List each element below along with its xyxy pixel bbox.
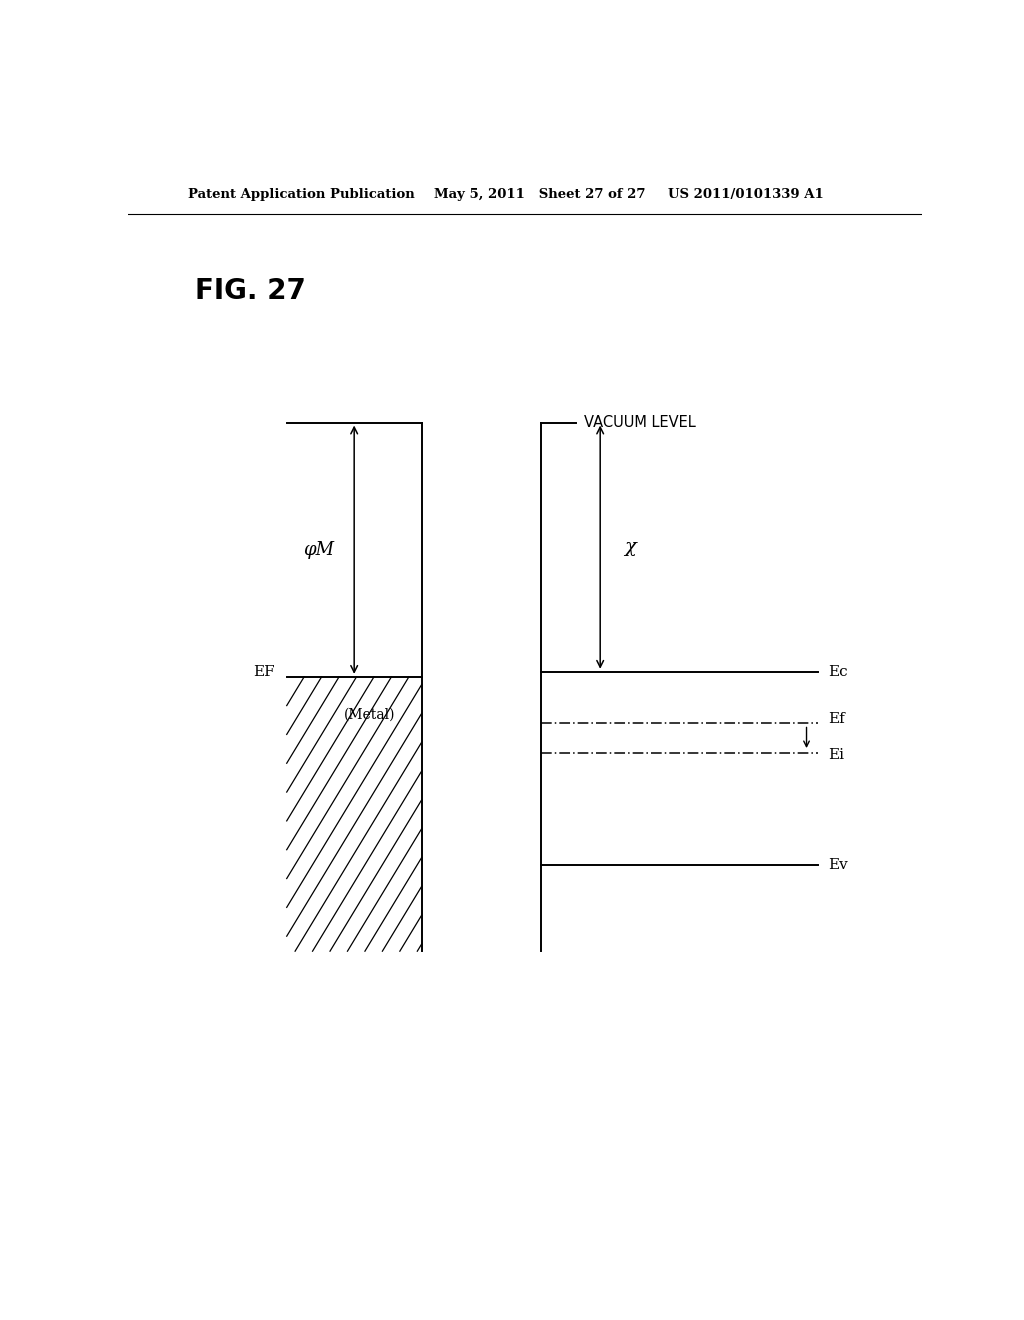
Text: US 2011/0101339 A1: US 2011/0101339 A1 xyxy=(668,189,823,202)
Text: Ei: Ei xyxy=(828,748,844,762)
Text: Patent Application Publication: Patent Application Publication xyxy=(187,189,415,202)
Text: χ: χ xyxy=(624,539,636,556)
Text: FIG. 27: FIG. 27 xyxy=(196,276,306,305)
Text: Ef: Ef xyxy=(828,713,845,726)
Text: EF: EF xyxy=(253,665,274,678)
Text: (Metal): (Metal) xyxy=(344,708,396,721)
Text: φM: φM xyxy=(303,541,334,558)
Text: Ev: Ev xyxy=(828,858,848,871)
Text: May 5, 2011   Sheet 27 of 27: May 5, 2011 Sheet 27 of 27 xyxy=(433,189,645,202)
Text: Ec: Ec xyxy=(828,665,848,678)
Text: VACUUM LEVEL: VACUUM LEVEL xyxy=(585,416,696,430)
